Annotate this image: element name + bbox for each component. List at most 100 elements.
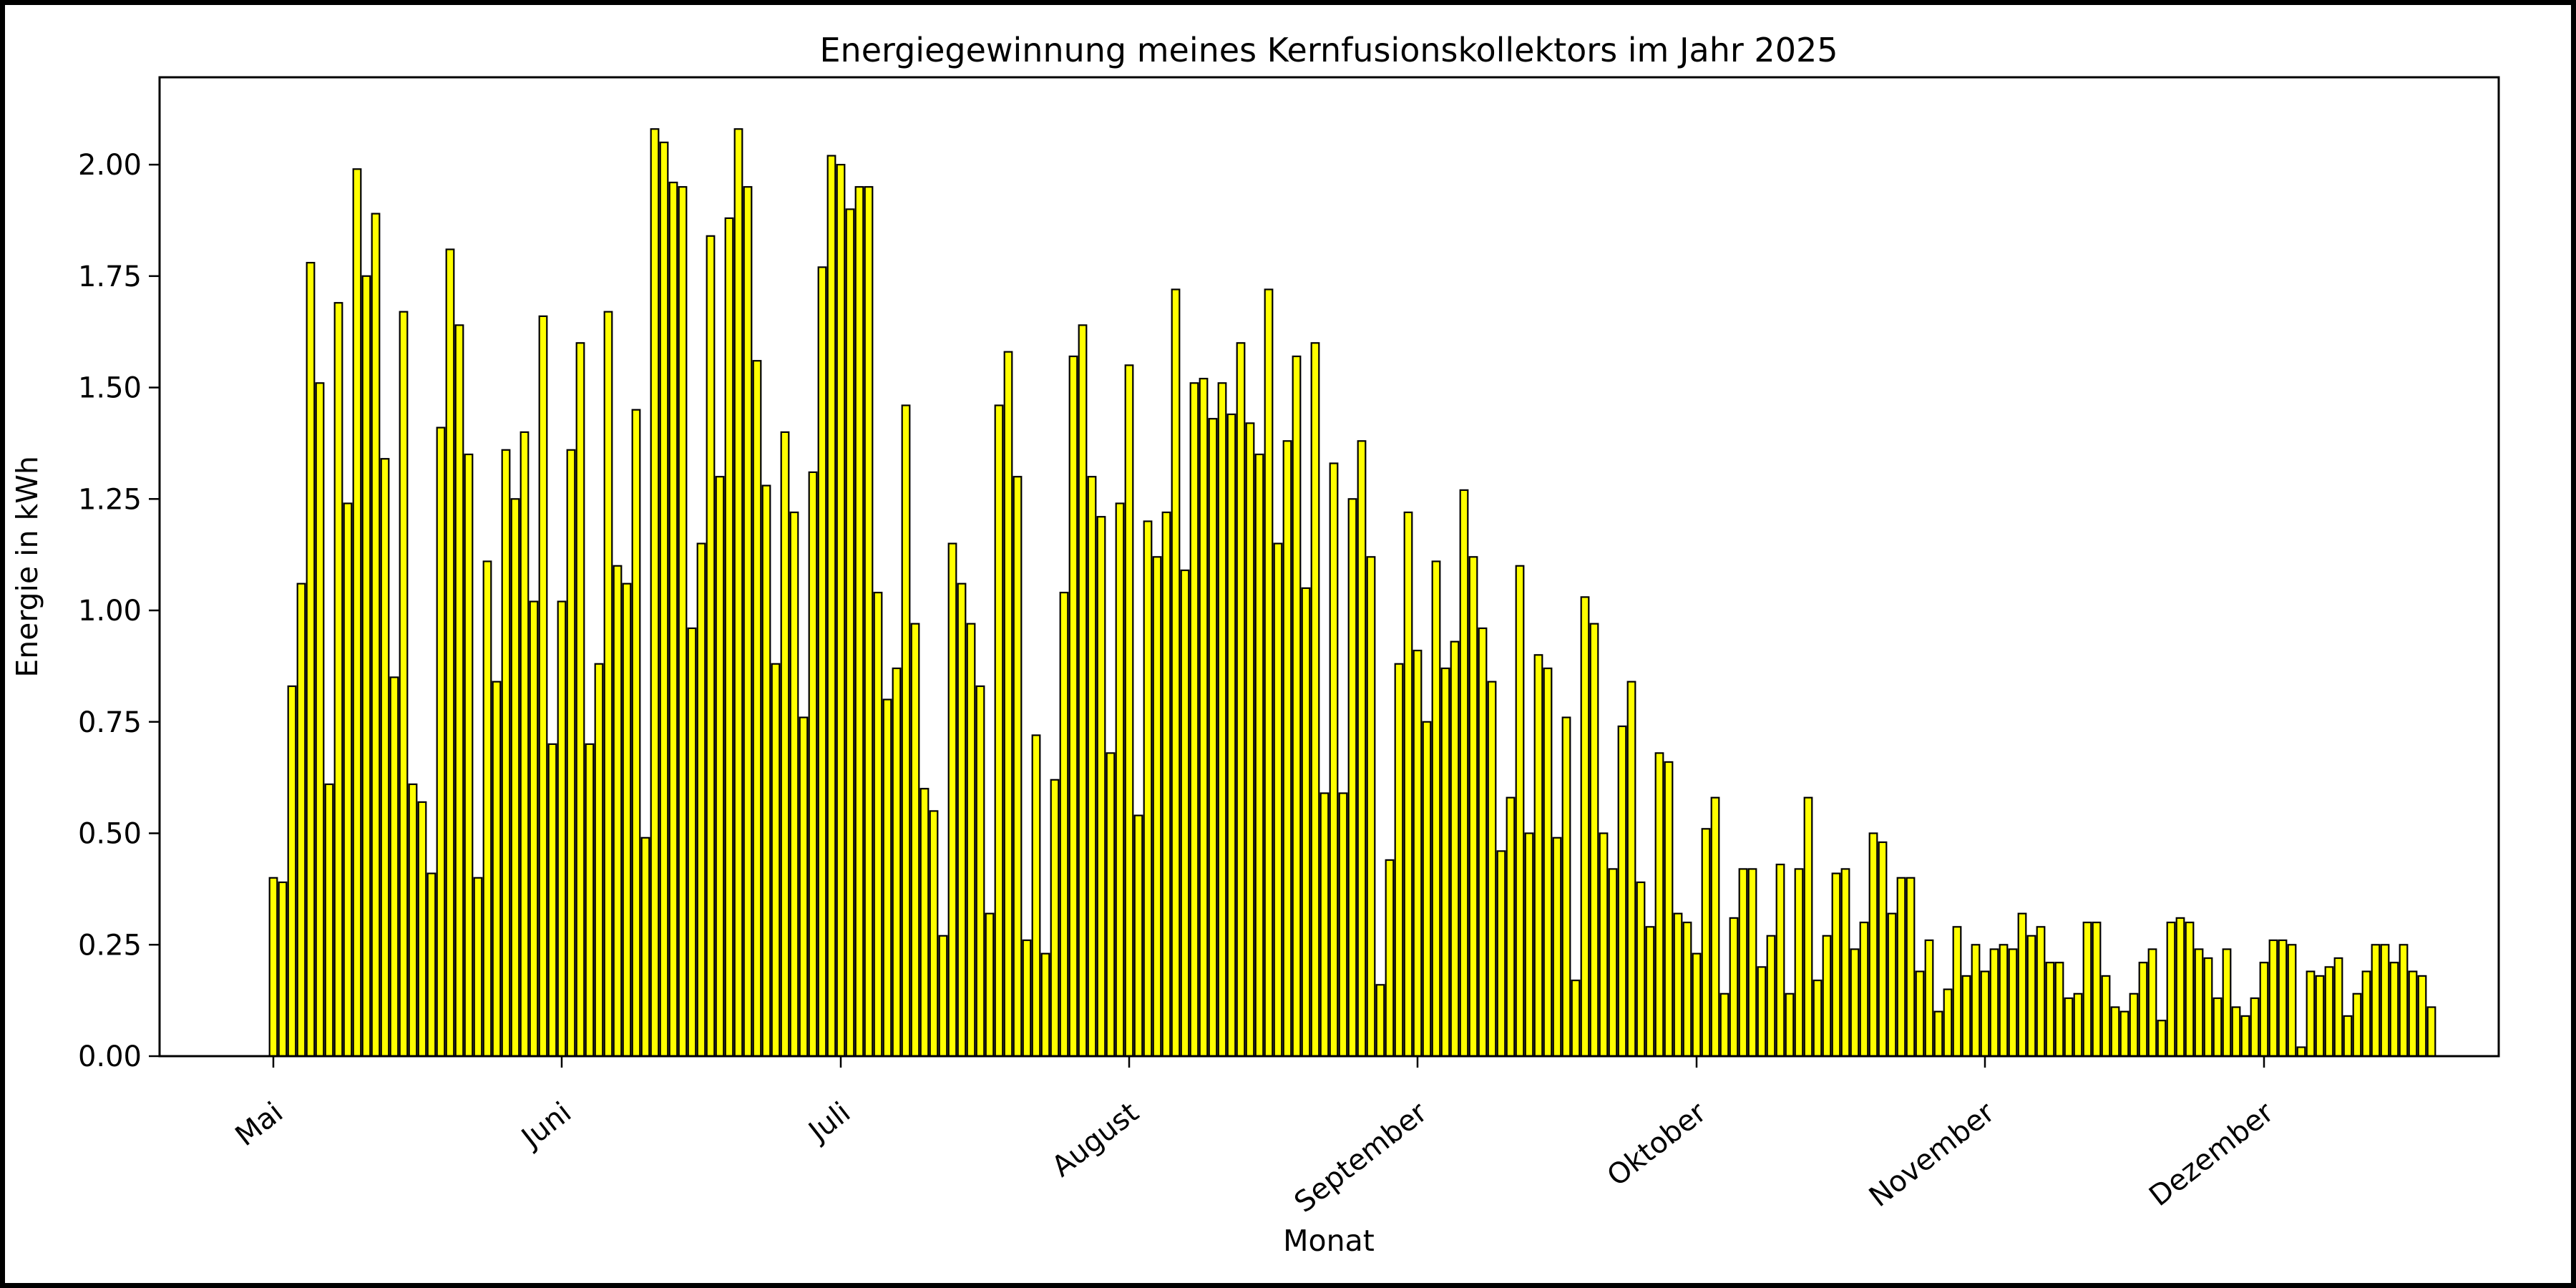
bar <box>2426 1006 2436 1058</box>
bar <box>1999 944 2009 1058</box>
bar <box>1980 970 1990 1058</box>
bar <box>1208 418 1218 1058</box>
bar <box>715 476 725 1058</box>
bar <box>631 409 641 1058</box>
bar <box>1282 440 1292 1058</box>
bar <box>1589 623 1599 1058</box>
bar <box>436 426 446 1058</box>
bar <box>2222 948 2232 1058</box>
bar <box>2343 1015 2353 1058</box>
bar <box>1496 850 1506 1058</box>
bar <box>706 235 716 1058</box>
bar <box>1822 935 1832 1058</box>
bar <box>2157 1020 2167 1058</box>
bar <box>2092 921 2102 1058</box>
y-tick-label: 0.25 <box>78 929 142 962</box>
bar <box>603 311 613 1058</box>
bar <box>575 342 585 1058</box>
bar <box>2064 997 2074 1058</box>
bar <box>1766 935 1776 1058</box>
bar <box>1571 979 1581 1058</box>
chart-title: Energiegewinnung meines Kernfusionskolle… <box>819 31 1838 69</box>
bar <box>566 449 576 1058</box>
bar <box>1319 792 1330 1058</box>
bar <box>2008 948 2018 1058</box>
bar <box>2203 957 2213 1058</box>
bar <box>1738 868 1748 1058</box>
bar <box>2054 962 2064 1058</box>
bar <box>1087 476 1097 1058</box>
bar <box>2194 948 2204 1058</box>
bar <box>1710 796 1720 1058</box>
bar <box>2389 962 2399 1058</box>
bar <box>975 685 985 1058</box>
bar <box>529 600 539 1058</box>
bar <box>464 453 474 1058</box>
axes-box <box>158 76 2500 1058</box>
bar <box>1506 796 1516 1058</box>
bar <box>1673 912 1683 1058</box>
bar <box>1040 952 1050 1058</box>
bar <box>306 262 316 1058</box>
bar <box>771 663 781 1058</box>
bar <box>389 676 399 1058</box>
bar <box>650 128 660 1058</box>
bar <box>454 324 464 1058</box>
bar <box>1133 814 1143 1058</box>
bar <box>929 810 939 1058</box>
bar <box>1264 288 1274 1058</box>
bar <box>1013 476 1023 1058</box>
bar <box>361 275 371 1058</box>
bar <box>687 627 697 1058</box>
bar <box>2045 962 2055 1058</box>
bar <box>1664 761 1674 1058</box>
bar <box>1617 725 1627 1058</box>
bar <box>1487 680 1497 1058</box>
bar <box>2026 935 2036 1058</box>
bar <box>1078 324 1088 1058</box>
bar <box>1310 342 1320 1058</box>
bar <box>1785 992 1795 1058</box>
bar <box>1943 988 1953 1058</box>
bar <box>2417 975 2427 1058</box>
bar <box>799 716 809 1058</box>
y-tick-label: 2.00 <box>78 149 142 182</box>
bar <box>854 186 864 1058</box>
bar <box>938 935 948 1058</box>
bar <box>1050 779 1060 1058</box>
bar <box>1394 663 1404 1058</box>
bar <box>901 404 911 1058</box>
bar <box>743 186 753 1058</box>
bar <box>1254 453 1264 1058</box>
bar <box>2119 1010 2129 1058</box>
bar <box>1561 716 1571 1058</box>
bar <box>845 208 855 1058</box>
bar <box>333 302 343 1058</box>
bar <box>1868 832 1878 1058</box>
bar <box>1096 516 1106 1058</box>
bar <box>836 164 846 1058</box>
bar <box>2240 1015 2250 1058</box>
bar <box>2315 975 2325 1058</box>
bar <box>947 542 957 1058</box>
bar <box>910 623 920 1058</box>
bar <box>473 877 483 1058</box>
bar <box>2082 921 2092 1058</box>
bar <box>1682 921 1692 1058</box>
bar <box>808 471 818 1058</box>
bar <box>408 783 418 1058</box>
bar <box>1245 422 1255 1058</box>
bar <box>1152 556 1162 1058</box>
bar <box>919 788 930 1058</box>
bar <box>2296 1046 2306 1058</box>
bar <box>1115 502 1125 1058</box>
bar <box>2268 939 2278 1058</box>
bar <box>1357 440 1367 1058</box>
bar <box>510 498 520 1058</box>
bar <box>1906 877 1916 1058</box>
bar <box>2231 1006 2241 1058</box>
bar <box>826 155 836 1058</box>
bar <box>1971 944 1981 1058</box>
bar <box>1878 841 1888 1058</box>
bar <box>1413 649 1423 1058</box>
